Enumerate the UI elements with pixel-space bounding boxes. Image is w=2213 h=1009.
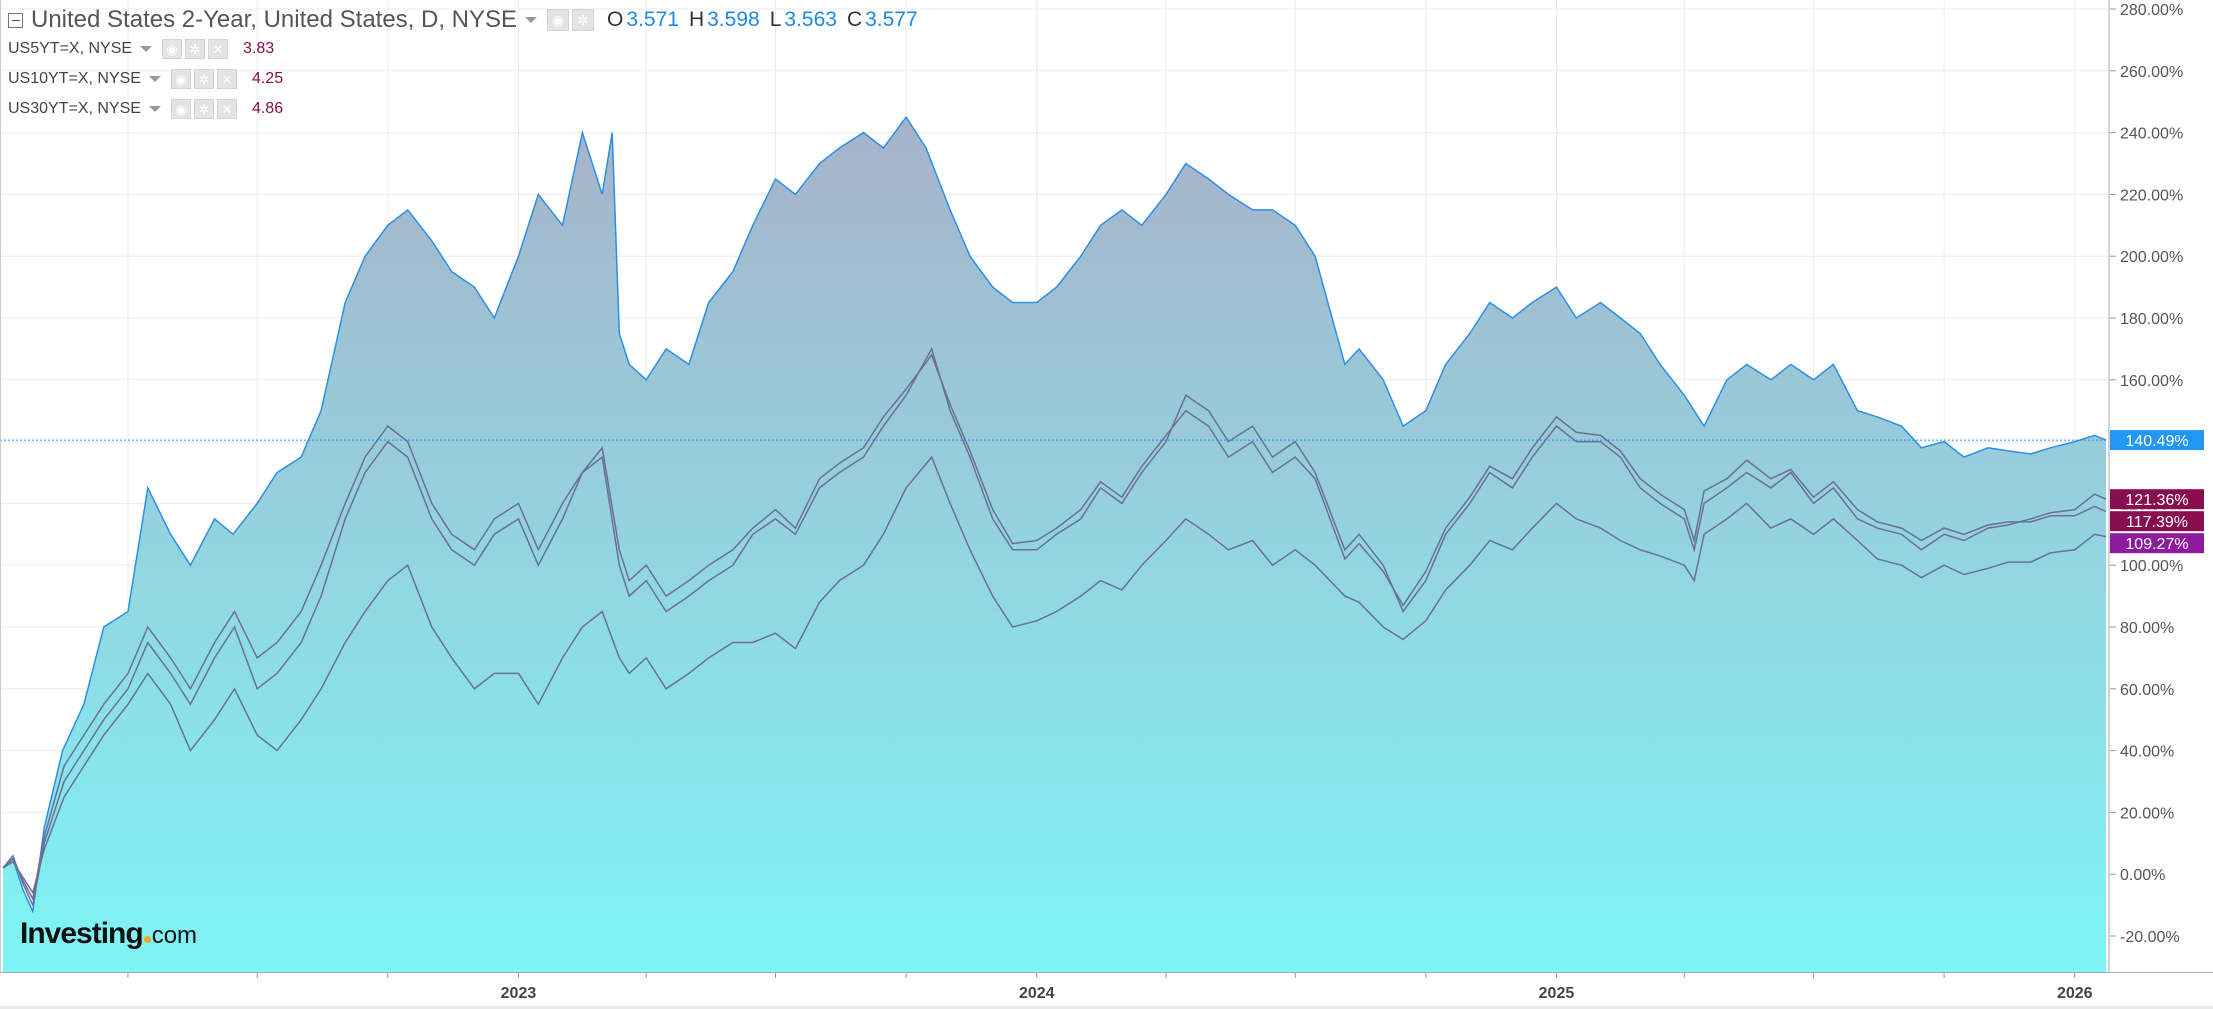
overlay-value: 4.25 (251, 70, 284, 87)
chevron-down-icon[interactable] (140, 46, 153, 52)
y-tick-label: 80.00% (2120, 620, 2174, 637)
y-tick-label: 280.00% (2120, 2, 2183, 19)
y-tick-label: 200.00% (2120, 249, 2183, 266)
visibility-eye-icon[interactable]: ◉ (547, 9, 570, 31)
y-tick-label: 240.00% (2120, 126, 2183, 143)
y-tick-label: 260.00% (2120, 64, 2183, 81)
overlay-legend-us30y: US30YT=X, NYSE ◉ ✲ ✕ 4.86 (8, 94, 918, 124)
last-value-badge (2110, 489, 2204, 510)
ohlc-low-value: 3.563 (784, 8, 837, 31)
ohlc-readout: O 3.571 H 3.598 L 3.563 C 3.577 (597, 8, 918, 32)
overlay-legend-us5y: US5YT=X, NYSE ◉ ✲ ✕ 3.83 (8, 34, 918, 64)
logo-dot-icon (143, 936, 151, 943)
overlay-name[interactable]: US10YT=X, NYSE (8, 70, 141, 87)
ohlc-open-key: O (607, 8, 624, 31)
remove-close-icon[interactable]: ✕ (216, 99, 237, 119)
investing-logo: Investing com (20, 917, 197, 951)
overlay-legend-us10y: US10YT=X, NYSE ◉ ✲ ✕ 4.25 (8, 64, 918, 94)
ohlc-high-value: 3.598 (707, 8, 760, 31)
chevron-down-icon[interactable] (148, 106, 161, 112)
last-value-badge-label: 117.39% (2126, 514, 2188, 531)
ohlc-low-key: L (769, 8, 782, 31)
last-value-badge-label: 109.27% (2125, 536, 2188, 553)
settings-gear-icon[interactable]: ✲ (185, 39, 206, 59)
y-tick-label: 220.00% (2120, 187, 2183, 204)
last-value-badge-label: 121.36% (2125, 492, 2188, 509)
remove-close-icon[interactable]: ✕ (208, 39, 229, 59)
visibility-eye-icon[interactable]: ◉ (162, 39, 183, 59)
last-value-badge (2110, 533, 2204, 554)
chevron-down-icon[interactable] (525, 17, 538, 23)
series-line-us2y[interactable] (2, 115, 2107, 914)
main-series-legend: United States 2-Year, United States, D, … (8, 6, 918, 34)
series-line-2[interactable] (2, 353, 2107, 902)
overlay-name[interactable]: US30YT=X, NYSE (8, 100, 141, 117)
chart-legend: United States 2-Year, United States, D, … (8, 6, 918, 124)
visibility-eye-icon[interactable]: ◉ (170, 99, 191, 119)
y-tick-label: 180.00% (2120, 311, 2183, 328)
y-tick-label: 0.00% (2120, 867, 2165, 884)
y-tick-label: 160.00% (2120, 373, 2183, 390)
last-value-badge-label: 140.49% (2125, 433, 2188, 450)
overlay-value: 4.86 (251, 100, 284, 117)
last-value-badge (2110, 430, 2204, 451)
settings-gear-icon[interactable]: ✲ (572, 9, 595, 31)
y-tick-label: 20.00% (2120, 805, 2174, 822)
logo-suffix: com (151, 922, 198, 949)
y-tick-label: 40.00% (2120, 744, 2174, 761)
y-tick-label: 60.00% (2120, 682, 2174, 699)
visibility-eye-icon[interactable]: ◉ (170, 69, 191, 89)
bottom-scroll-strip[interactable] (0, 1006, 2213, 1009)
ohlc-close-value: 3.577 (865, 8, 918, 31)
settings-gear-icon[interactable]: ✲ (193, 69, 214, 89)
y-tick-label: 100.00% (2120, 558, 2183, 575)
y-tick-label: -20.00% (2120, 929, 2180, 946)
x-tick-label: 2023 (501, 985, 537, 1002)
ohlc-open-value: 3.571 (626, 8, 679, 31)
overlay-value: 3.83 (243, 40, 275, 57)
collapse-legend-button[interactable] (8, 12, 23, 28)
series-layer (0, 115, 2108, 972)
series-line-1[interactable] (2, 346, 2107, 908)
last-value-badge (2110, 511, 2204, 532)
last-value-badges: 140.49% 121.36% 117.39% 109.27% (2110, 430, 2204, 554)
series-area-fill (3, 117, 2106, 972)
x-tick-label: 2025 (1539, 985, 1575, 1002)
ohlc-high-key: H (688, 8, 705, 31)
remove-close-icon[interactable]: ✕ (216, 69, 237, 89)
ohlc-close-key: C (846, 8, 863, 31)
main-series-title[interactable]: United States 2-Year, United States, D, … (31, 6, 518, 33)
chevron-down-icon[interactable] (148, 76, 161, 82)
logo-brand: Investing (20, 917, 144, 950)
x-tick-label: 2026 (2057, 985, 2093, 1002)
overlay-name[interactable]: US5YT=X, NYSE (8, 40, 133, 57)
settings-gear-icon[interactable]: ✲ (193, 99, 214, 119)
x-tick-label: 2024 (1019, 985, 1055, 1002)
series-line-3[interactable] (2, 455, 2107, 895)
